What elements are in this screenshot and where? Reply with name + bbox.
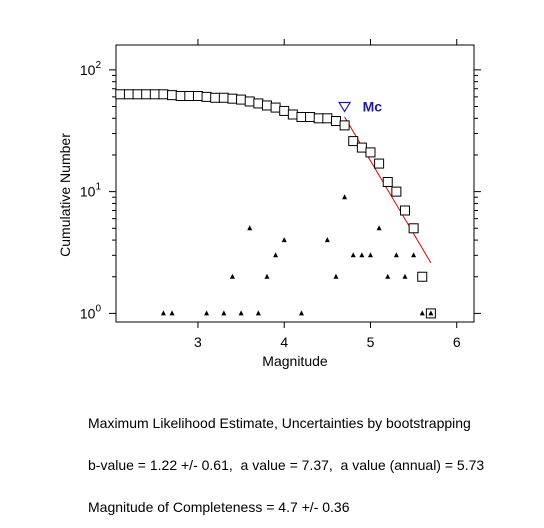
y-tick-label: 102 <box>80 60 102 78</box>
y-axis-label: Cumulative Number <box>57 133 73 257</box>
cumulative-point <box>261 100 272 111</box>
noncumulative-point <box>298 310 304 316</box>
x-axis-label: Magnitude <box>262 353 328 369</box>
caption-completeness: Magnitude of Completeness = 4.7 +/- 0.36 <box>88 499 350 515</box>
cumulative-point <box>167 90 178 101</box>
cumulative-point <box>365 147 376 158</box>
cumulative-point <box>287 109 298 120</box>
caption-method: Maximum Likelihood Estimate, Uncertainti… <box>88 415 471 431</box>
gutenberg-richter-chart: 3 4 5 6 100 101 102 Mc Magnitude Cumulative Nu… <box>57 39 481 369</box>
noncumulative-point <box>376 225 382 231</box>
cumulative-point <box>236 94 247 105</box>
x-tick-label: 5 <box>367 334 375 350</box>
noncumulative-point <box>402 273 408 279</box>
cumulative-point <box>322 113 333 124</box>
noncumulative-point <box>255 310 261 316</box>
noncumulative-point <box>333 273 339 279</box>
cumulative-point <box>270 102 281 113</box>
y-tick-label: 101 <box>80 182 102 200</box>
x-tick-label: 6 <box>453 334 461 350</box>
cumulative-point <box>296 112 307 123</box>
cumulative-point <box>201 91 212 102</box>
mc-label: Mc <box>363 99 383 115</box>
cumulative-point <box>210 92 221 103</box>
cumulative-point <box>279 105 290 116</box>
y-tick-label: 100 <box>80 303 102 321</box>
cumulative-point <box>218 92 229 103</box>
noncumulative-point <box>273 252 279 258</box>
cumulative-point <box>132 89 143 100</box>
noncumulative-point <box>350 252 356 258</box>
cumulative-point <box>374 158 385 169</box>
axes: 3 4 5 6 100 101 102 <box>80 39 481 350</box>
noncumulative-point <box>247 225 253 231</box>
noncumulative-point <box>359 252 365 258</box>
cumulative-point <box>417 271 428 282</box>
x-tick-label: 4 <box>280 334 288 350</box>
cumulative-point <box>244 96 255 107</box>
cumulative-point <box>348 136 359 147</box>
noncumulative-point <box>221 310 227 316</box>
cumulative-point <box>158 89 169 100</box>
cumulative-point <box>253 98 264 109</box>
cumulative-point <box>192 90 203 101</box>
cumulative-point <box>408 223 419 234</box>
caption-b-value: b-value = 1.22 +/- 0.61, a value = 7.37,… <box>88 457 485 473</box>
noncumulative-point <box>393 252 399 258</box>
fit-line <box>344 116 432 264</box>
cumulative-point <box>149 89 160 100</box>
cumulative-point <box>115 89 126 100</box>
x-tick-label: 3 <box>194 334 202 350</box>
noncumulative-point <box>342 194 348 200</box>
noncumulative-point <box>324 237 330 243</box>
noncumulative-point <box>419 310 425 316</box>
cumulative-point <box>141 89 152 100</box>
cumulative-point <box>184 90 195 101</box>
noncumulative-point <box>428 310 434 316</box>
cumulative-point <box>391 186 402 197</box>
cumulative-point <box>356 142 367 153</box>
noncumulative-point <box>169 310 175 316</box>
cumulative-point <box>399 205 410 216</box>
noncumulative-point <box>160 310 166 316</box>
noncumulative-point <box>385 273 391 279</box>
noncumulative-point <box>367 252 373 258</box>
noncumulative-point <box>411 252 417 258</box>
cumulative-point <box>175 90 186 101</box>
results-caption: Maximum Likelihood Estimate, Uncertainti… <box>88 388 484 528</box>
noncumulative-point <box>204 310 210 316</box>
cumulative-point <box>227 93 238 104</box>
cumulative-point <box>339 120 350 131</box>
cumulative-point <box>313 113 324 124</box>
data-marks: Mc <box>115 89 436 319</box>
noncumulative-point <box>229 273 235 279</box>
mc-marker <box>338 101 352 113</box>
cumulative-point <box>305 112 316 123</box>
cumulative-point <box>330 116 341 127</box>
cumulative-point <box>382 176 393 187</box>
cumulative-point <box>123 89 134 100</box>
noncumulative-point <box>238 310 244 316</box>
noncumulative-point <box>281 237 287 243</box>
noncumulative-point <box>264 273 270 279</box>
